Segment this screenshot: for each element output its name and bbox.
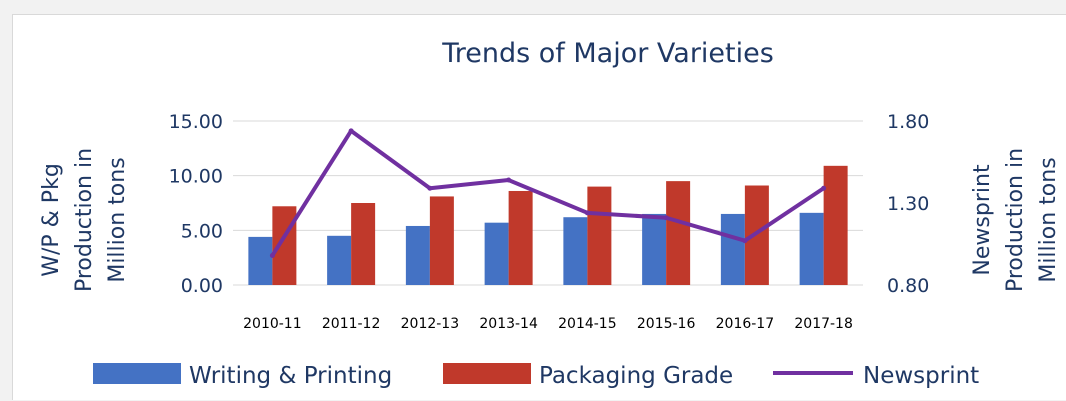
right-axis-title-line-1: Newsprint — [970, 164, 995, 276]
right-axis-ticks: 1.80 1.30 0.80 — [887, 111, 929, 297]
point-newsprint — [663, 215, 669, 221]
x-tick-label: 2017-18 — [794, 316, 853, 332]
bar-writing-printing — [484, 222, 509, 285]
bar-packaging-grade — [666, 181, 691, 285]
left-axis-title-line-1: W/P & Pkg — [39, 163, 64, 277]
point-newsprint — [742, 238, 748, 244]
right-axis-title: Newsprint Production in Million tons — [970, 148, 1061, 292]
x-tick-label: 2016-17 — [716, 316, 775, 332]
bar-packaging-grade — [587, 186, 612, 285]
bar-writing-printing — [327, 235, 352, 285]
left-tick-label: 5.00 — [181, 220, 223, 242]
right-tick-label: 1.80 — [887, 111, 929, 133]
x-tick-label: 2015-16 — [637, 316, 696, 332]
bar-writing-printing — [799, 212, 824, 285]
x-tick-label: 2011-12 — [322, 316, 381, 332]
x-tick-label: 2013-14 — [479, 316, 538, 332]
line-newsprint — [270, 128, 826, 258]
x-tick-label: 2010-11 — [243, 316, 302, 332]
bar-packaging-grade — [823, 165, 848, 285]
bar-packaging-grade — [272, 206, 297, 285]
bar-packaging-grade — [744, 185, 769, 285]
x-tick-label: 2014-15 — [558, 316, 617, 332]
left-axis-ticks: 15.00 10.00 5.00 0.00 — [169, 111, 223, 297]
bars — [248, 165, 848, 285]
bar-writing-printing — [720, 213, 745, 285]
left-tick-label: 0.00 — [181, 275, 223, 297]
point-newsprint — [269, 252, 275, 258]
legend-label-packaging-grade: Packaging Grade — [539, 363, 733, 389]
newsprint-line — [269, 128, 827, 258]
chart-frame: Trends of Major Varieties W/P & Pkg Prod… — [12, 14, 1066, 400]
point-newsprint — [427, 185, 433, 191]
right-axis-title-line-3: Million tons — [1036, 157, 1061, 282]
bar-writing-printing — [642, 213, 667, 285]
point-newsprint — [584, 210, 590, 216]
legend-swatch-writing-printing — [93, 363, 181, 384]
left-tick-label: 10.00 — [169, 166, 223, 188]
x-axis-ticks: 2010-11 2011-12 2012-13 2013-14 2014-15 2015-… — [243, 316, 853, 332]
chart-svg: Trends of Major Varieties W/P & Pkg Prod… — [39, 38, 1061, 389]
point-newsprint — [821, 185, 827, 191]
legend: Writing & Printing Packaging Grade Newspri… — [93, 363, 979, 389]
left-axis-title-line-2: Production in — [72, 148, 97, 292]
right-axis-title-line-2: Production in — [1003, 148, 1028, 292]
x-tick-label: 2012-13 — [401, 316, 460, 332]
bar-writing-printing — [563, 217, 588, 285]
legend-swatch-packaging-grade — [443, 363, 531, 384]
right-tick-label: 1.30 — [887, 193, 929, 215]
bar-packaging-grade — [351, 203, 376, 285]
legend-label-writing-printing: Writing & Printing — [189, 363, 392, 389]
left-tick-label: 15.00 — [169, 111, 223, 133]
bar-packaging-grade — [429, 196, 454, 285]
point-newsprint — [506, 177, 512, 183]
legend-label-newsprint: Newsprint — [863, 363, 979, 389]
left-axis-title-line-3: Million tons — [105, 157, 130, 282]
bar-writing-printing — [405, 225, 430, 285]
right-tick-label: 0.80 — [887, 275, 929, 297]
bar-writing-printing — [248, 236, 273, 285]
point-newsprint — [348, 128, 354, 134]
left-axis-title: W/P & Pkg Production in Million tons — [39, 148, 130, 292]
chart-title: Trends of Major Varieties — [441, 38, 774, 69]
bar-packaging-grade — [508, 190, 533, 285]
